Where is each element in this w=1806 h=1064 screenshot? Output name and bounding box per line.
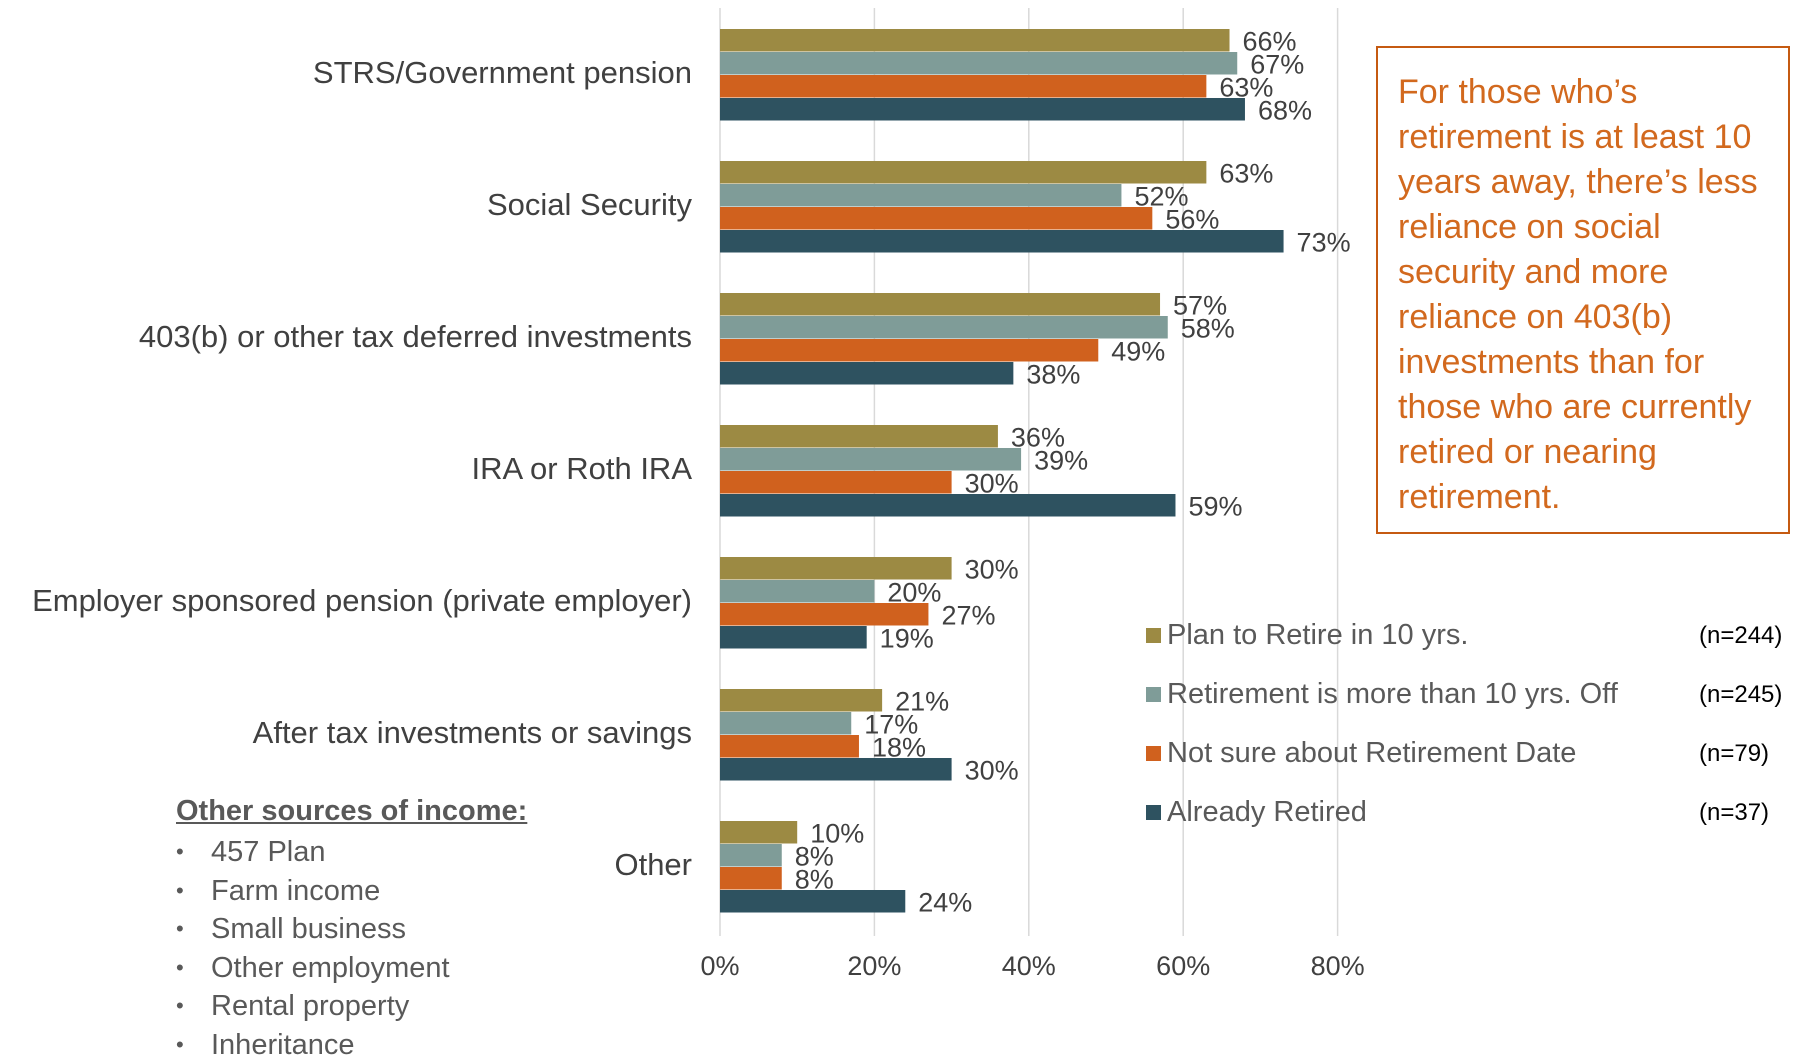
data-label: 63%	[1219, 158, 1273, 188]
data-label: 24%	[918, 887, 972, 917]
data-label: 59%	[1188, 491, 1242, 521]
category-label: Other	[614, 847, 692, 882]
legend-swatch	[1146, 746, 1161, 761]
data-label: 68%	[1258, 95, 1312, 125]
legend-label: Not sure about Retirement Date	[1167, 737, 1699, 770]
list-item: Inheritance	[176, 1026, 596, 1064]
bar	[720, 494, 1175, 517]
bar	[720, 867, 782, 890]
list-item: Farm income	[176, 872, 596, 911]
other-sources-list: Other sources of income: 457 Plan Farm i…	[176, 793, 596, 1064]
bar	[720, 29, 1230, 52]
category-label: IRA or Roth IRA	[471, 451, 692, 486]
legend-label: Already Retired	[1167, 796, 1699, 829]
data-label: 30%	[965, 755, 1019, 785]
bar	[720, 626, 867, 649]
data-label: 38%	[1026, 359, 1080, 389]
bar	[720, 75, 1206, 98]
legend-n-count: (n=245)	[1699, 681, 1782, 709]
category-label: 403(b) or other tax deferred investments	[139, 319, 692, 354]
legend-item-already-retired: Already Retired (n=37)	[1146, 783, 1806, 842]
x-axis-ticks: 0% 20% 40% 60% 80%	[700, 951, 1364, 981]
bar	[720, 161, 1206, 184]
bar	[720, 316, 1168, 339]
x-tick-label: 0%	[700, 951, 739, 981]
category-label: Employer sponsored pension (private empl…	[32, 583, 692, 618]
category-label: Social Security	[487, 187, 693, 222]
bar	[720, 184, 1121, 207]
data-label: 39%	[1034, 445, 1088, 475]
legend-swatch	[1146, 687, 1161, 702]
bar	[720, 339, 1098, 362]
data-label: 73%	[1297, 227, 1351, 257]
x-tick-label: 40%	[1002, 951, 1056, 981]
data-label: 8%	[795, 864, 834, 894]
x-tick-label: 60%	[1156, 951, 1210, 981]
category-label: STRS/Government pension	[313, 55, 692, 90]
other-sources-items: 457 Plan Farm income Small business Othe…	[176, 833, 596, 1064]
legend-item-plan-to-retire: Plan to Retire in 10 yrs. (n=244)	[1146, 606, 1806, 665]
data-label: 20%	[887, 577, 941, 607]
callout-box: For those who’s retirement is at least 1…	[1376, 46, 1790, 534]
data-label: 27%	[941, 600, 995, 630]
data-label: 49%	[1111, 336, 1165, 366]
legend-n-count: (n=37)	[1699, 799, 1769, 827]
legend-label: Plan to Retire in 10 yrs.	[1167, 619, 1699, 652]
data-label: 19%	[880, 623, 934, 653]
list-item: 457 Plan	[176, 833, 596, 872]
bar	[720, 557, 952, 580]
bar	[720, 448, 1021, 471]
data-label: 56%	[1165, 204, 1219, 234]
data-label: 18%	[872, 732, 926, 762]
bar	[720, 735, 859, 758]
bar	[720, 689, 882, 712]
bar	[720, 52, 1237, 75]
category-label: After tax investments or savings	[253, 715, 692, 750]
bar	[720, 293, 1160, 316]
legend-item-not-sure: Not sure about Retirement Date (n=79)	[1146, 724, 1806, 783]
bar	[720, 425, 998, 448]
legend-n-count: (n=79)	[1699, 740, 1769, 768]
bar	[720, 580, 874, 603]
bar	[720, 712, 851, 735]
legend-item-more-than-10-yrs: Retirement is more than 10 yrs. Off (n=2…	[1146, 665, 1806, 724]
data-label: 30%	[965, 468, 1019, 498]
bar	[720, 362, 1013, 385]
legend: Plan to Retire in 10 yrs. (n=244) Retire…	[1146, 606, 1806, 842]
bar	[720, 821, 797, 844]
bar	[720, 98, 1245, 121]
callout-text: For those who’s retirement is at least 1…	[1398, 73, 1758, 516]
list-item: Other employment	[176, 949, 596, 988]
data-label: 58%	[1181, 313, 1235, 343]
list-item: Rental property	[176, 987, 596, 1026]
legend-swatch	[1146, 805, 1161, 820]
category-labels: STRS/Government pension Social Security 40…	[32, 55, 692, 882]
other-sources-title: Other sources of income:	[176, 793, 596, 829]
data-label: 30%	[965, 554, 1019, 584]
bar	[720, 471, 952, 494]
legend-n-count: (n=244)	[1699, 622, 1782, 650]
list-item: Small business	[176, 910, 596, 949]
bar	[720, 844, 782, 867]
x-tick-label: 80%	[1311, 951, 1365, 981]
x-tick-label: 20%	[847, 951, 901, 981]
legend-swatch	[1146, 628, 1161, 643]
bar	[720, 207, 1152, 230]
legend-label: Retirement is more than 10 yrs. Off	[1167, 678, 1699, 711]
